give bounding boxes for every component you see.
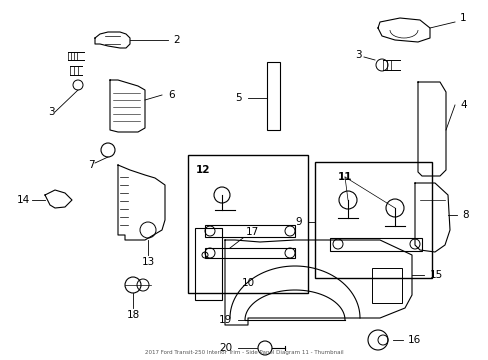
- Text: 1: 1: [459, 13, 466, 23]
- Text: 3: 3: [355, 50, 361, 60]
- Bar: [266, 62, 280, 130]
- Text: 2: 2: [173, 35, 179, 45]
- Bar: [204, 225, 294, 237]
- Text: 16: 16: [407, 335, 420, 345]
- Bar: [195, 228, 222, 300]
- Text: 15: 15: [429, 270, 442, 280]
- Text: 4: 4: [459, 100, 466, 110]
- Text: 3: 3: [48, 107, 55, 117]
- Bar: [371, 268, 401, 303]
- Text: 13: 13: [141, 257, 154, 267]
- Bar: [187, 155, 307, 293]
- Text: 5: 5: [235, 93, 242, 103]
- Text: 19: 19: [218, 315, 231, 325]
- Text: 14: 14: [17, 195, 30, 205]
- Text: 9: 9: [295, 217, 302, 227]
- Text: 7: 7: [88, 160, 95, 170]
- Text: 20: 20: [219, 343, 231, 353]
- Text: 6: 6: [168, 90, 174, 100]
- Text: 10: 10: [241, 278, 254, 288]
- Bar: [329, 238, 421, 251]
- Text: 8: 8: [461, 210, 468, 220]
- Text: 12: 12: [195, 165, 210, 175]
- Text: 11: 11: [337, 172, 351, 182]
- Text: 2017 Ford Transit-250 Interior Trim - Side Panel Diagram 11 - Thumbnail: 2017 Ford Transit-250 Interior Trim - Si…: [145, 350, 343, 355]
- Text: 17: 17: [245, 227, 259, 237]
- Text: 18: 18: [126, 310, 140, 320]
- Bar: [204, 248, 294, 258]
- Bar: [314, 162, 431, 278]
